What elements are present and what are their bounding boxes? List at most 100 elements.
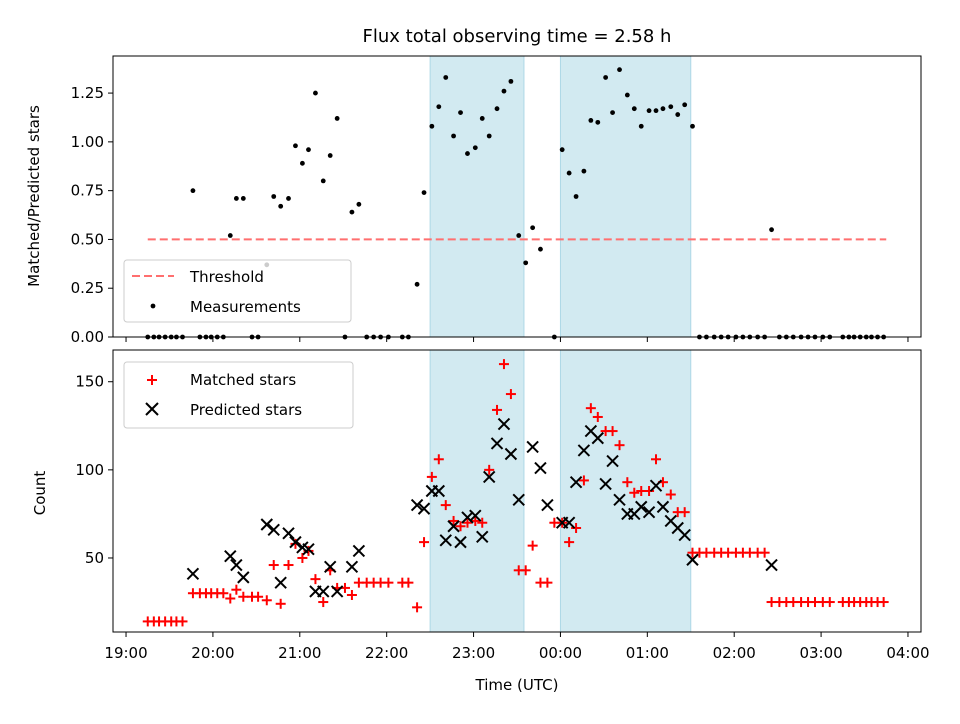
- x-tick-label: 01:00: [626, 644, 669, 662]
- measurement-point: [668, 104, 674, 110]
- matched-star-point: [448, 515, 459, 526]
- measurement-point: [566, 170, 572, 176]
- matched-star-point: [218, 588, 229, 599]
- predicted-star-point: [432, 484, 446, 498]
- predicted-star-point: [504, 447, 518, 461]
- predicted-star-stroke-b: [224, 550, 237, 563]
- predicted-star-point: [260, 518, 273, 531]
- bottom-axes-frame: [112, 349, 922, 633]
- predicted-star-point: [613, 493, 626, 507]
- predicted-star-point: [302, 542, 315, 556]
- top-axes-frame: [112, 55, 922, 338]
- measurement-point: [690, 123, 695, 129]
- x-axis-label: Time (UTC): [475, 676, 559, 694]
- bottom-shaded-regions: [429, 349, 692, 633]
- measurement-point: [660, 106, 666, 112]
- matched-star-point: [759, 547, 770, 558]
- bottom-legend-box: [123, 361, 354, 429]
- predicted-star-stroke-b: [432, 484, 446, 498]
- legend-predicted-swatch: [145, 402, 159, 416]
- predicted-star-stroke-b: [678, 528, 691, 542]
- top-legend-box: [123, 259, 352, 323]
- measurement-point: [349, 209, 355, 215]
- measurement-point: [646, 108, 652, 114]
- predicted-star-stroke-b: [469, 509, 482, 522]
- predicted-star-stroke-b: [569, 475, 583, 489]
- bottom-x-axis: 19:00 20:00 21:00 22:00 23:00 00:00 01:00 02:00…: [104, 632, 930, 662]
- predicted-star-stroke-b: [635, 500, 648, 514]
- predicted-star-stroke-b: [410, 498, 424, 512]
- matched-star-point: [412, 602, 423, 613]
- predicted-star-stroke-b: [186, 567, 200, 581]
- matched-star-point: [433, 454, 444, 465]
- predicted-star-stroke-b: [417, 502, 431, 515]
- matched-star-point: [318, 597, 329, 608]
- measurement-point: [603, 75, 609, 80]
- predicted-star-point: [317, 585, 330, 598]
- predicted-star-stroke-b: [439, 534, 452, 547]
- matched-star-point: [578, 475, 589, 486]
- measurement-point: [293, 143, 298, 149]
- legend-matched-label: Matched stars: [190, 371, 296, 389]
- matched-star-point: [268, 560, 279, 571]
- matched-star-point: [455, 521, 466, 532]
- predicted-star-stroke-b: [345, 560, 359, 573]
- measurement-point: [240, 196, 246, 201]
- y-tick-label: 0.00: [71, 328, 104, 346]
- predicted-star-point: [541, 498, 554, 512]
- measurement-point: [472, 145, 478, 151]
- predicted-star-point: [497, 417, 511, 431]
- top-x-axis: [125, 337, 909, 342]
- y-tick-label: 50: [85, 549, 104, 567]
- measurement-point: [300, 160, 305, 166]
- measurement-point: [233, 196, 239, 201]
- predicted-star-point: [454, 535, 467, 549]
- predicted-star-stroke-b: [686, 553, 699, 566]
- predicted-star-stroke-b: [230, 558, 243, 572]
- measurement-point: [356, 201, 362, 207]
- matched-star-point: [283, 560, 294, 571]
- chart-title: Flux total observing time = 2.58 h: [363, 26, 672, 47]
- predicted-star-point: [476, 530, 489, 544]
- predicted-star-point: [490, 437, 504, 450]
- predicted-star-stroke-b: [562, 516, 576, 529]
- measurement-point: [581, 168, 587, 174]
- predicted-star-point: [237, 571, 250, 584]
- measurement-point: [624, 92, 630, 98]
- measurement-point: [523, 260, 529, 266]
- predicted-star-stroke-b: [642, 505, 656, 519]
- measurement-point: [559, 147, 565, 153]
- measurement-point: [436, 104, 442, 110]
- predicted-star-stroke-b: [260, 518, 273, 531]
- measurement-point: [486, 133, 492, 139]
- predicted-star-stroke-b: [534, 461, 547, 475]
- predicted-star-stroke-b: [656, 500, 670, 514]
- predicted-star-stroke-b: [577, 444, 591, 457]
- predicted-star-point: [482, 470, 496, 484]
- predicted-star-point: [534, 461, 547, 475]
- top-legend: Threshold Measurements: [123, 259, 352, 323]
- matched-star-point: [527, 540, 538, 551]
- y-tick-label: 100: [75, 461, 104, 479]
- predicted-star-point: [267, 523, 280, 536]
- top-y-axis-label: Matched/Predicted stars: [25, 105, 43, 287]
- x-tick-label: 03:00: [799, 644, 842, 662]
- measurement-point: [638, 123, 644, 129]
- matched-star-point: [564, 537, 575, 548]
- predicted-star-stroke-b: [599, 477, 612, 491]
- predicted-star-stroke-b: [482, 470, 496, 484]
- x-tick-label: 20:00: [191, 644, 234, 662]
- shaded-interval-1: [559, 349, 692, 633]
- legend-predicted-label: Predicted stars: [190, 401, 302, 419]
- measurements-series: [145, 67, 887, 340]
- predicted-star-point: [577, 444, 591, 457]
- predicted-star-point: [323, 560, 337, 573]
- measurement-point: [631, 106, 637, 112]
- predicted-stars-series: [186, 417, 778, 598]
- measurement-point: [227, 233, 233, 238]
- measurement-point: [451, 133, 456, 139]
- predicted-star-point: [512, 493, 525, 507]
- matched-star-point: [622, 477, 633, 488]
- predicted-star-stroke-b: [671, 521, 684, 535]
- shaded-interval-0: [429, 349, 525, 633]
